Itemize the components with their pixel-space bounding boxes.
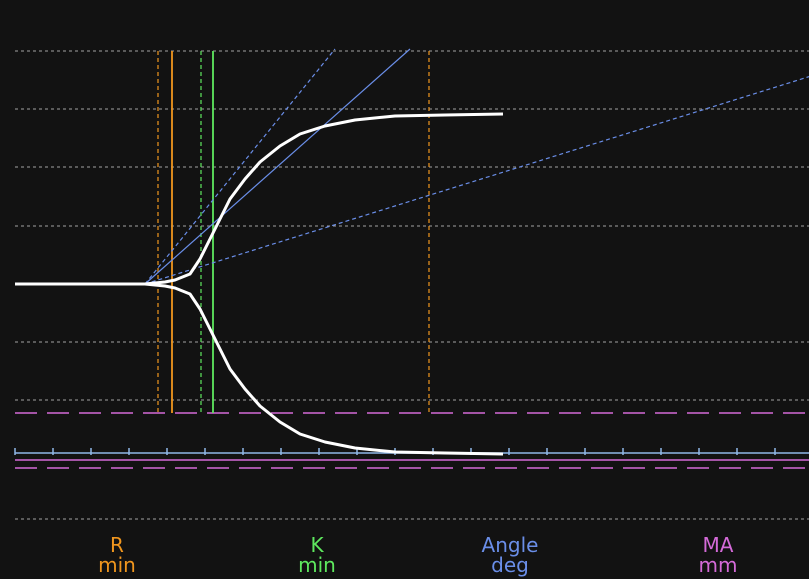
legend-ma-unit: mm: [699, 553, 738, 577]
legend-angle-label: Angle: [482, 533, 539, 557]
angle-line-1: [144, 48, 336, 285]
traces: [15, 112, 504, 456]
gridlines: [15, 50, 809, 520]
legend-r-label: R: [110, 533, 124, 557]
legend-ma-label: MA: [703, 533, 734, 557]
legend-k-label: K: [310, 533, 324, 557]
angle-line-0: [144, 48, 411, 285]
angle-lines: [144, 48, 809, 285]
legend-r-unit: min: [98, 553, 136, 577]
legend-angle-unit: deg: [491, 553, 529, 577]
lower-trace: [144, 282, 504, 456]
legend: R min K min Angle deg MA mm: [98, 533, 737, 577]
legend-k-unit: min: [298, 553, 336, 577]
upper-trace: [15, 112, 504, 286]
